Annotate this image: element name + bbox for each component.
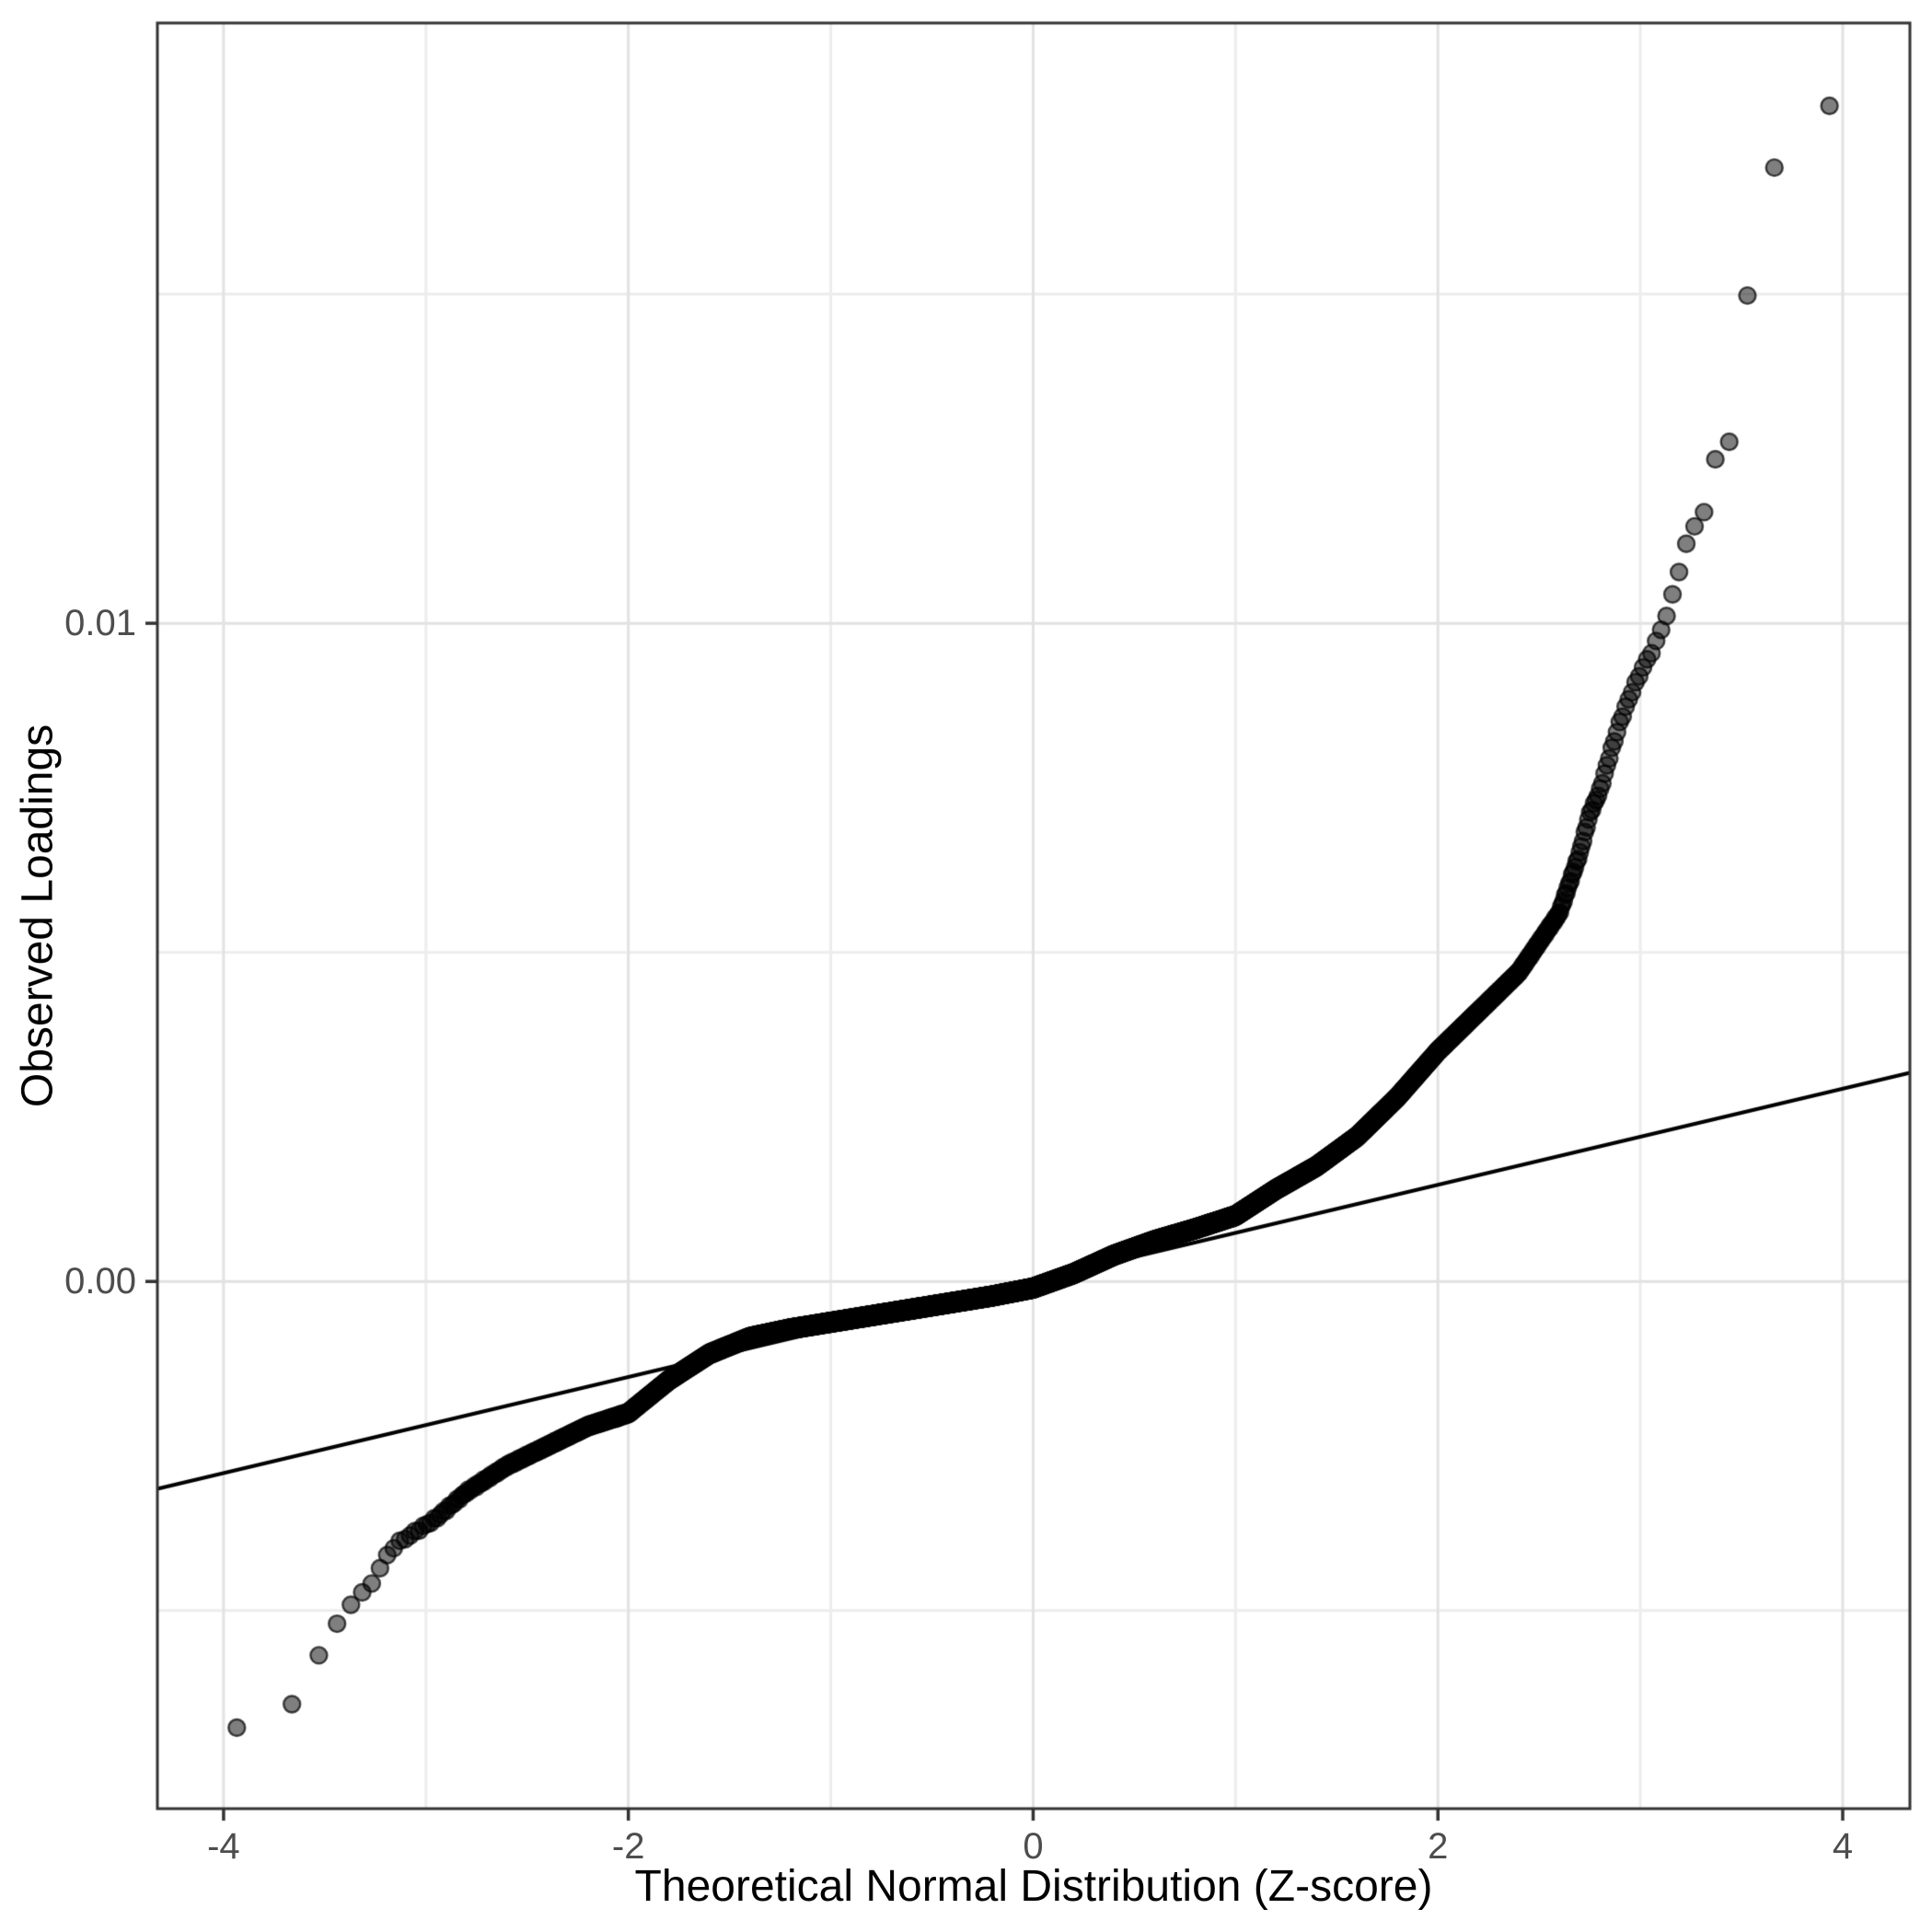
x-tick-label: 4 xyxy=(1832,1826,1854,1867)
x-tick-label: 2 xyxy=(1428,1826,1449,1867)
y-axis-title: Observed Loadings xyxy=(13,723,63,1108)
x-axis-title: Theoretical Normal Distribution (Z-score… xyxy=(634,1862,1433,1911)
x-tick-label: -4 xyxy=(207,1826,240,1867)
y-tick-label: 0.00 xyxy=(64,1261,136,1302)
x-tick-label: 0 xyxy=(1023,1826,1044,1867)
x-tick-label: -2 xyxy=(611,1826,645,1867)
y-tick-label: 0.01 xyxy=(64,603,136,644)
